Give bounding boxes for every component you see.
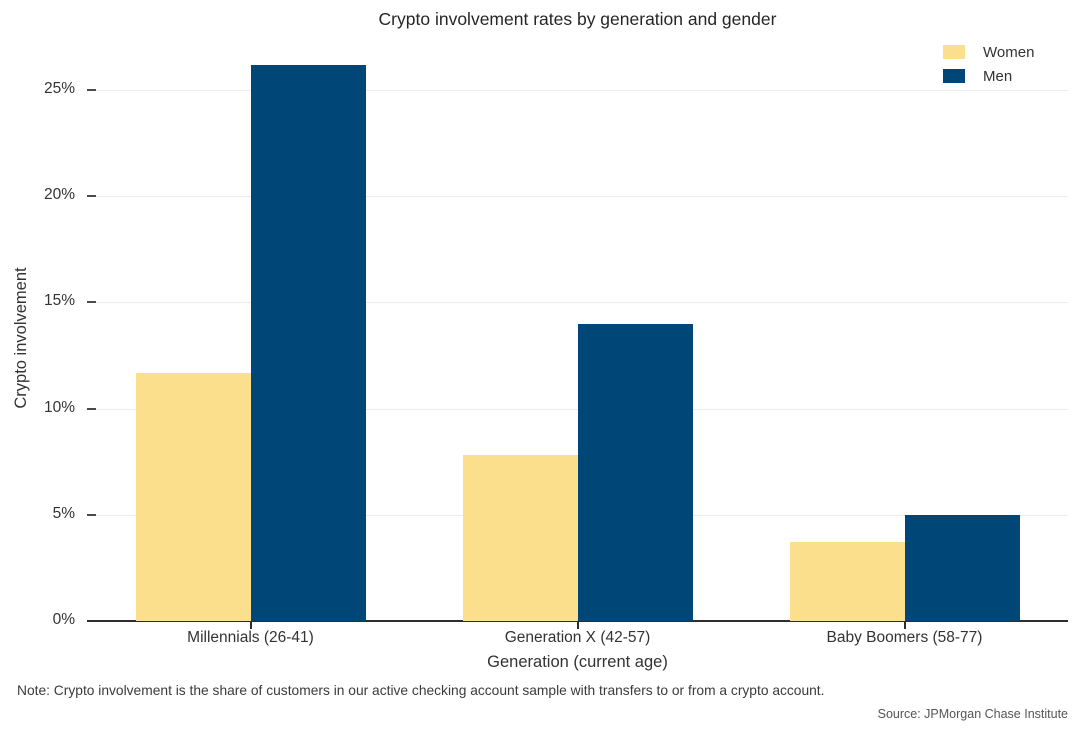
x-tick-mark (903, 621, 906, 629)
legend-label: Men (983, 67, 1013, 85)
y-tick-mark (87, 407, 96, 410)
bar-women (462, 455, 578, 621)
gridline (87, 196, 1068, 198)
bar-women (789, 542, 905, 621)
bar-men (904, 514, 1020, 621)
footnote: Note: Crypto involvement is the share of… (17, 683, 825, 698)
y-tick-mark (87, 513, 96, 516)
gridline (87, 302, 1068, 304)
y-tick-label: 0% (52, 611, 75, 628)
x-category-label: Generation X (42-57) (504, 629, 651, 646)
chart-title: Crypto involvement rates by generation a… (378, 9, 777, 29)
legend-item: Women (943, 40, 1034, 64)
source-credit: Source: JPMorgan Chase Institute (877, 707, 1068, 721)
bar-women (135, 372, 251, 621)
y-tick-label: 15% (43, 292, 75, 310)
gridline (87, 90, 1068, 91)
bar-men (577, 323, 693, 621)
legend-item: Men (943, 64, 1034, 88)
x-category-label: Millennials (26-41) (187, 629, 314, 646)
y-axis-title: Crypto involvement (12, 267, 30, 409)
y-tick-label: 5% (52, 504, 75, 522)
y-tick-label: 20% (43, 186, 75, 204)
y-tick-mark (87, 89, 96, 91)
legend-swatch (943, 69, 965, 83)
x-axis-title: Generation (current age) (487, 653, 668, 671)
legend-label: Women (983, 43, 1035, 61)
y-tick-mark (87, 301, 96, 304)
x-tick-mark (576, 621, 579, 629)
y-tick-mark (87, 195, 96, 198)
x-category-label: Baby Boomers (58-77) (826, 629, 983, 646)
legend: Women Men (943, 40, 1034, 88)
x-tick-mark (249, 621, 252, 629)
bar-men (250, 64, 366, 621)
plot-area (87, 40, 1068, 629)
y-tick-label: 25% (43, 80, 75, 97)
legend-swatch (943, 45, 965, 59)
y-tick-label: 10% (43, 398, 75, 416)
